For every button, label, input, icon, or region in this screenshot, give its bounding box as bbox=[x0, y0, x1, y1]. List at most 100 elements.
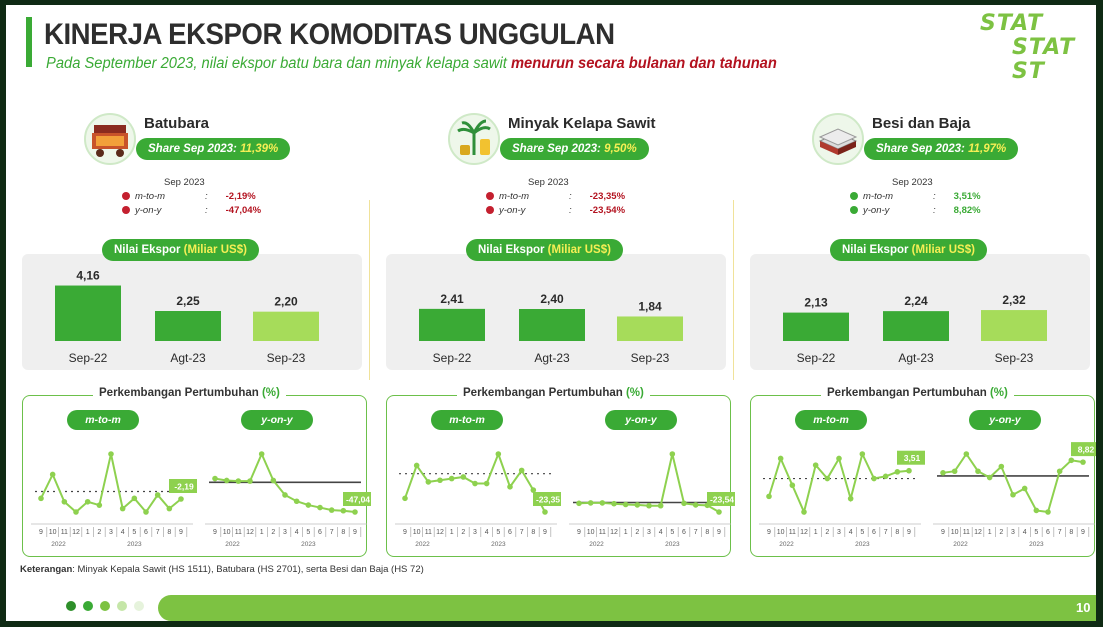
axis-tick-label: 9 bbox=[543, 529, 547, 536]
axis-tick-label: 5 bbox=[670, 529, 674, 536]
export-value-pill: Nilai Ekspor (Miliar US$) bbox=[466, 239, 623, 261]
share-value: 9,50% bbox=[604, 143, 637, 155]
series-line bbox=[942, 452, 1084, 514]
axis-tick-label: 4 bbox=[485, 529, 489, 536]
indicator-value: 8,82% bbox=[953, 205, 981, 216]
axis-tick-label: 9 bbox=[403, 529, 407, 536]
growth-panel: Perkembangan Pertumbuhan (%) m-to-m y-on… bbox=[386, 387, 735, 557]
data-point bbox=[836, 455, 842, 462]
data-point bbox=[669, 451, 676, 457]
bar-category-label: Sep-22 bbox=[797, 351, 836, 365]
axis-tick-label: 5 bbox=[1034, 529, 1038, 536]
axis-tick-label: 3 bbox=[109, 529, 113, 536]
trend-dot-icon bbox=[122, 206, 130, 214]
axis-tick-label: 6 bbox=[682, 529, 686, 536]
indicator-label: y-on-y bbox=[499, 205, 526, 216]
last-value-badge bbox=[169, 479, 197, 494]
share-badge: Share Sep 2023: 11,39% bbox=[136, 138, 291, 160]
steel-sheets-icon bbox=[812, 113, 864, 165]
data-point bbox=[223, 477, 230, 484]
yoy-indicator: y-on-y: -47,04% bbox=[122, 205, 261, 216]
data-point bbox=[777, 455, 784, 462]
footnote-text: : Minyak Kepala Sawit (HS 1511), Batubar… bbox=[72, 564, 424, 575]
data-point bbox=[622, 501, 629, 508]
growth-panel: Perkembangan Pertumbuhan (%) m-to-m y-on… bbox=[22, 387, 371, 557]
last-value-label: -47,04 bbox=[346, 495, 370, 505]
bar bbox=[981, 310, 1047, 341]
axis-year-label: 2022 bbox=[225, 541, 240, 548]
data-point bbox=[317, 504, 323, 511]
axis-tick-label: 2 bbox=[97, 529, 101, 536]
cart-wheel bbox=[96, 149, 104, 157]
mtm-pill: m-to-m bbox=[67, 410, 139, 430]
axis-tick-label: 3 bbox=[647, 529, 651, 536]
data-point bbox=[681, 500, 687, 507]
axis-tick-label: 6 bbox=[508, 529, 512, 536]
axis-tick-label: 10 bbox=[951, 529, 959, 536]
bar-value-label: 2,41 bbox=[440, 292, 464, 306]
bar-category-label: Sep-22 bbox=[433, 351, 472, 365]
data-point bbox=[212, 475, 218, 482]
export-value-pill: Nilai Ekspor (Miliar US$) bbox=[102, 239, 259, 261]
axis-tick-label: 10 bbox=[49, 529, 57, 536]
export-value-label: Nilai Ekspor bbox=[478, 244, 545, 256]
indicator-value: -47,04% bbox=[225, 205, 262, 216]
cart-wheel bbox=[116, 149, 124, 157]
bar-category-label: Sep-23 bbox=[995, 351, 1034, 365]
data-point bbox=[906, 467, 912, 474]
axis-tick-label: 1 bbox=[988, 529, 992, 536]
data-point bbox=[824, 475, 831, 482]
export-bar-chart: 2,13 Sep-22 2,24 Agt-23 2,32 Sep-23 bbox=[783, 293, 1047, 365]
bar-category-label: Sep-23 bbox=[267, 351, 306, 365]
data-point bbox=[1010, 491, 1016, 498]
growth-title-text: Perkembangan Pertumbuhan bbox=[463, 387, 623, 399]
data-point bbox=[859, 451, 866, 457]
progress-dot bbox=[66, 601, 76, 611]
export-bar-chart: 4,16 Sep-22 2,25 Agt-23 2,20 Sep-23 bbox=[55, 269, 319, 365]
progress-dot bbox=[117, 601, 127, 611]
axis-tick-label: 9 bbox=[941, 529, 945, 536]
indicator-label: y-on-y bbox=[135, 205, 162, 216]
axis-tick-label: 4 bbox=[1023, 529, 1027, 536]
axis-tick-label: 5 bbox=[496, 529, 500, 536]
axis-tick-label: 6 bbox=[318, 529, 322, 536]
axis-year-label: 2022 bbox=[415, 541, 430, 548]
footer-bar bbox=[158, 595, 1096, 621]
data-point bbox=[73, 509, 79, 515]
export-bar-chart: 2,41 Sep-22 2,40 Agt-23 1,84 Sep-23 bbox=[419, 292, 683, 365]
last-value-label: -23,35 bbox=[536, 495, 560, 505]
progress-dot bbox=[83, 601, 93, 611]
growth-panel: Perkembangan Pertumbuhan (%) m-to-m y-on… bbox=[750, 387, 1096, 557]
axis-tick-label: 2 bbox=[461, 529, 465, 536]
axis-tick-label: 6 bbox=[144, 529, 148, 536]
data-point bbox=[495, 451, 502, 457]
palm-oil-icon bbox=[448, 113, 500, 165]
steel-side bbox=[820, 141, 838, 155]
data-point bbox=[1033, 507, 1040, 514]
data-point bbox=[530, 487, 537, 493]
data-point bbox=[328, 507, 335, 513]
data-point bbox=[789, 482, 796, 489]
data-point bbox=[235, 478, 242, 484]
page-subtitle: Pada September 2023, nilai ekspor batu b… bbox=[46, 55, 777, 73]
axis-tick-label: 9 bbox=[179, 529, 183, 536]
data-point bbox=[963, 451, 970, 457]
data-point bbox=[587, 500, 594, 506]
steel-sheet bbox=[818, 128, 858, 146]
data-point bbox=[178, 496, 184, 502]
yoy-indicator: y-on-y: -23,54% bbox=[486, 205, 625, 216]
bar-category-label: Sep-23 bbox=[631, 351, 670, 365]
indicator-value: 3,51% bbox=[953, 191, 981, 202]
slide: KINERJA EKSPOR KOMODITAS UNGGULAN Pada S… bbox=[6, 5, 1096, 621]
axis-year-label: 2022 bbox=[589, 541, 604, 548]
axis-tick-label: 9 bbox=[577, 529, 581, 536]
axis-tick-label: 11 bbox=[61, 529, 68, 536]
share-value: 11,39% bbox=[240, 143, 279, 155]
axis-tick-label: 12 bbox=[72, 529, 80, 536]
last-value-label: 3,51 bbox=[904, 453, 921, 463]
data-point bbox=[1056, 468, 1063, 475]
data-point bbox=[413, 462, 420, 469]
footnote: Keterangan: Minyak Kepala Sawit (HS 1511… bbox=[20, 564, 424, 575]
data-point bbox=[38, 495, 44, 502]
